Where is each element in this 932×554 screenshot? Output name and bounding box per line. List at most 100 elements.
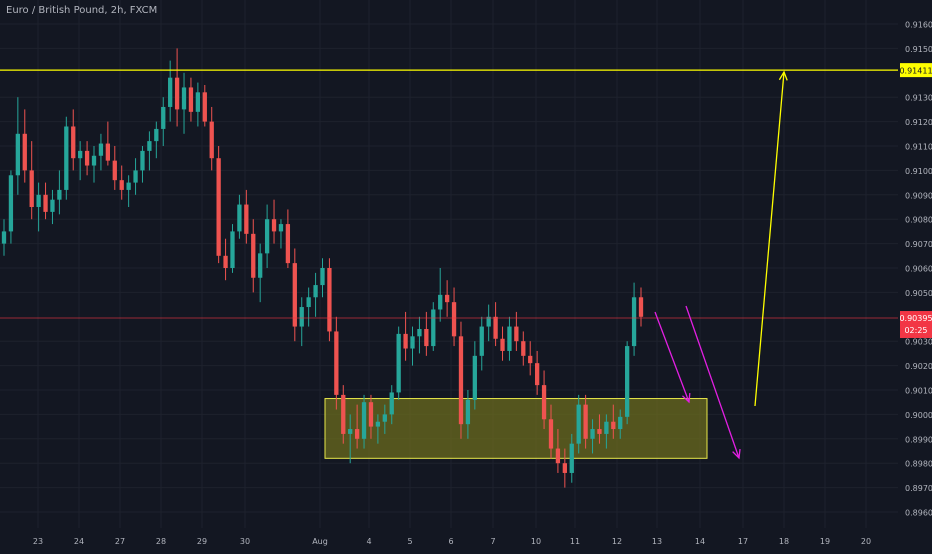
candle-body — [341, 394, 346, 434]
candle-body — [458, 336, 464, 425]
candle-body — [541, 385, 547, 420]
candle-body — [438, 294, 443, 310]
candle-body — [424, 329, 429, 347]
candle-body — [486, 316, 491, 327]
up-arrow-head — [778, 70, 788, 81]
candle-body — [500, 338, 505, 351]
candle-body — [327, 268, 332, 332]
candle-body — [583, 404, 588, 439]
candle-body — [590, 429, 595, 439]
candle-body — [133, 170, 138, 183]
candle-body — [618, 416, 623, 430]
x-tick-label: 11 — [570, 537, 580, 546]
candle-body — [271, 219, 277, 232]
time-axis[interactable]: 23 24 27 28 29 30 Aug 4 5 6 7 10 11 12 13 14 17 18 19 20 — [33, 537, 871, 546]
candle-body — [8, 175, 14, 232]
x-tick-label: 27 — [115, 537, 125, 546]
down-arrow-long-shaft — [685, 305, 740, 459]
symbol-title: Euro / British Pound, 2h, FXCM — [6, 5, 158, 16]
candle-body — [313, 285, 318, 298]
candle-body — [534, 363, 540, 386]
current-price-label: 0.90395 — [899, 314, 932, 323]
down-arrow-short — [654, 311, 691, 404]
x-tick-label: 23 — [33, 537, 43, 546]
x-tick-label: 13 — [652, 537, 662, 546]
candle-body — [625, 346, 630, 417]
candle-body — [292, 263, 297, 327]
candle-body — [576, 404, 581, 444]
x-tick-label: 12 — [612, 537, 622, 546]
x-tick-label: Aug — [312, 537, 328, 546]
candle-body — [638, 297, 644, 317]
candle-body — [140, 150, 145, 171]
candle-body — [223, 255, 228, 268]
candle-body — [431, 309, 436, 347]
candle-body — [251, 233, 256, 278]
candle-body — [258, 253, 263, 278]
down-arrow-long — [685, 305, 741, 460]
current-price-tag — [900, 311, 932, 339]
candle-body — [29, 170, 34, 207]
candle-body — [389, 392, 394, 415]
candle-body — [57, 189, 62, 200]
candle-body — [188, 87, 194, 112]
candle-body — [611, 421, 616, 430]
candle-body — [361, 402, 367, 439]
candle-body — [43, 194, 48, 212]
candle-body — [278, 224, 284, 232]
down-arrow-short-shaft — [654, 311, 690, 403]
x-tick-label: 7 — [490, 537, 495, 546]
candle-body — [334, 331, 339, 395]
x-tick-label: 17 — [738, 537, 748, 546]
candle-body — [126, 182, 131, 190]
x-tick-label: 20 — [861, 537, 871, 546]
candle-body — [78, 150, 83, 159]
candle-body — [147, 141, 152, 151]
candle-body — [209, 121, 214, 159]
down-arrow-long-head — [732, 448, 741, 460]
candle-body — [354, 429, 360, 439]
candle-body — [507, 326, 512, 351]
candle-body — [15, 133, 20, 176]
candle-body — [161, 106, 166, 129]
candle-body — [230, 231, 235, 268]
x-tick-label: 19 — [820, 537, 830, 546]
candle-body — [168, 77, 173, 107]
candle-body — [299, 307, 304, 327]
candle-body — [181, 87, 187, 110]
candle-body — [264, 219, 270, 254]
candle-body — [64, 126, 69, 190]
x-tick-label: 5 — [407, 537, 412, 546]
drawings-layer — [0, 69, 898, 460]
up-arrow-shaft — [754, 71, 785, 407]
candle-body — [375, 421, 381, 427]
candle-body — [71, 126, 76, 159]
candle-body — [479, 326, 484, 356]
x-tick-label: 24 — [74, 537, 84, 546]
candle-body — [98, 143, 104, 156]
candle-body — [597, 429, 602, 434]
down-arrow-short-head — [682, 392, 691, 404]
candle-body — [555, 448, 561, 464]
candle-body — [154, 128, 159, 142]
x-tick-label: 18 — [779, 537, 789, 546]
price-labels-layer: 0.91411 0.90395 02:25 — [899, 63, 932, 339]
candle-body — [528, 355, 533, 364]
x-tick-label: 29 — [197, 537, 207, 546]
candles-layer — [1, 48, 644, 488]
candle-body — [514, 326, 519, 342]
